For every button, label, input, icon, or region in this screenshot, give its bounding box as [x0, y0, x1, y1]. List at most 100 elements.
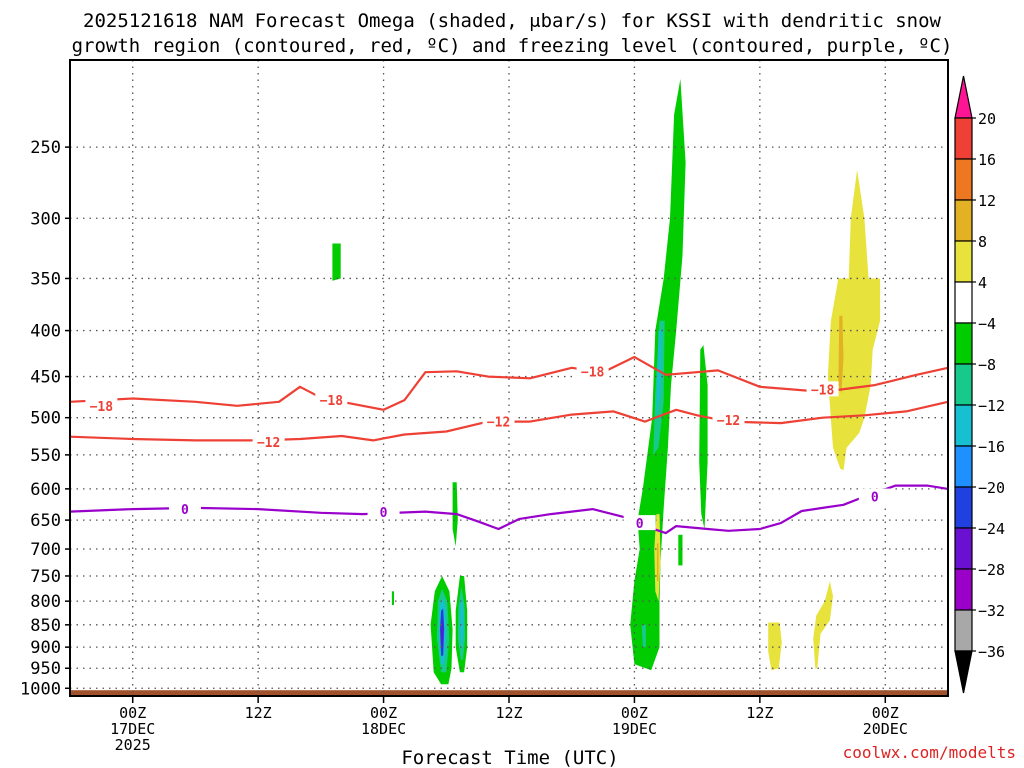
- terrain: [70, 690, 948, 696]
- omega-region-green-350: [332, 243, 341, 281]
- contour-label-dgz-bottom: −12: [257, 436, 280, 451]
- y-tick-label: 600: [30, 480, 61, 500]
- y-tick-label: 650: [30, 511, 61, 531]
- colorbar-label: −36: [978, 643, 1005, 661]
- y-tick-label: 300: [30, 209, 61, 229]
- omega-region-teal-base-19dec: [641, 624, 646, 648]
- terrain-strip: [70, 690, 948, 696]
- y-tick-label: 750: [30, 567, 61, 587]
- colorbar-label: −28: [978, 561, 1005, 579]
- y-tick-label: 350: [30, 269, 61, 289]
- colorbar-box: [954, 445, 973, 488]
- y-tick-label: 400: [30, 322, 61, 342]
- colorbar-label: −12: [978, 397, 1005, 415]
- x-tick-label: 12Z: [495, 704, 522, 722]
- x-tick-label: 20DEC: [863, 720, 908, 738]
- y-tick-label: 550: [30, 446, 61, 466]
- contour-label-bg: [85, 397, 118, 413]
- contour-label-freezing-level: 0: [380, 506, 388, 521]
- colorbar-box: [954, 363, 973, 406]
- omega-region-green-blob-700: [678, 534, 683, 566]
- chart-title: 2025121618 NAM Forecast Omega (shaded, μ…: [72, 10, 953, 57]
- omega-region-green-dot-800: [391, 591, 394, 605]
- colorbar-label: 8: [978, 233, 987, 251]
- contour-label-dgz-top: −18: [811, 383, 835, 398]
- x-tick-label: 12Z: [746, 704, 773, 722]
- contour-label-bg: [252, 433, 285, 449]
- colorbar-label: 16: [978, 151, 996, 169]
- contour-label-bg: [315, 392, 348, 408]
- colorbar-box: [954, 199, 973, 242]
- colorbar-box: [954, 281, 973, 324]
- colorbar-box: [954, 486, 973, 529]
- contour-label-bg: [712, 412, 745, 428]
- omega-region-cyan-lowcell2: [459, 596, 464, 648]
- omega-region-cyan-tower-19dec: [656, 330, 662, 418]
- y-tick-label: 950: [30, 659, 61, 679]
- omega-region-green-column-61h: [699, 345, 708, 529]
- contour-label-dgz-top: −18: [320, 394, 344, 409]
- x-tick-label: 00Z: [621, 704, 648, 722]
- colorbar-label: −8: [978, 356, 996, 374]
- omega-region-yellow-low-1: [768, 622, 782, 671]
- contours: 0 0 0 0 −18 −18 −18 −18 −12 −12 −12: [69, 355, 949, 535]
- contour-label-freezing-level: 0: [181, 503, 189, 518]
- colorbar-label: 4: [978, 274, 987, 292]
- x-tick-label: 17DEC: [110, 720, 155, 738]
- x-tick-label: 19DEC: [612, 720, 657, 738]
- contour-dgz-top: [69, 355, 949, 411]
- x-tick-label: 2025: [115, 736, 151, 754]
- colorbar-arrow-top: [954, 75, 973, 119]
- contour-label-bg: [806, 381, 839, 397]
- colorbar-label: 20: [978, 110, 996, 128]
- omega-region-orange-column-20dec: [838, 315, 844, 394]
- contour-label-bg: [168, 501, 201, 517]
- colorbar-label: −32: [978, 602, 1005, 620]
- contour-label-bg: [858, 488, 891, 504]
- contour-label-bg: [482, 413, 515, 429]
- chart-title-line2: growth region (contoured, red, ºC) and f…: [72, 35, 953, 57]
- contour-label-freezing-level: 0: [636, 517, 644, 532]
- contour-label-dgz-bottom: −12: [487, 416, 510, 431]
- contour-label-bg: [623, 515, 656, 531]
- x-tick-label: 12Z: [245, 704, 272, 722]
- colorbar-label: 12: [978, 192, 996, 210]
- contour-label-dgz-top: −18: [90, 400, 114, 415]
- y-tick-label: 500: [30, 409, 61, 429]
- colorbar-box: [954, 158, 973, 201]
- colorbar: 20 16 12 8 4 −4 −8 −12 −16 −20 −24 −28 −32 −36: [954, 75, 1005, 694]
- contour-label-freezing-level: 0: [871, 491, 879, 506]
- contour-label-bg: [367, 504, 400, 520]
- omega-region-purple-lowcell1: [441, 615, 444, 650]
- y-tick-label: 250: [30, 138, 61, 158]
- y-tick-label: 900: [30, 638, 61, 658]
- contour-label-dgz-top: −18: [581, 365, 605, 380]
- x-tick-label: 00Z: [370, 704, 397, 722]
- contour-label-bg: [576, 363, 609, 379]
- colorbar-arrow-bottom: [954, 650, 973, 694]
- x-axis-label: Forecast Time (UTC): [401, 747, 618, 768]
- y-axis: 2503003504004505005506006507007508008509…: [20, 138, 70, 699]
- y-tick-label: 1000: [20, 679, 61, 699]
- y-tick-label: 850: [30, 616, 61, 636]
- colorbar-box: [954, 568, 973, 611]
- colorbar-label: −4: [978, 315, 996, 333]
- colorbar-box: [954, 527, 973, 570]
- contour-label-dgz-bottom: −12: [717, 414, 740, 429]
- colorbar-label: −20: [978, 479, 1005, 497]
- x-tick-label: 00Z: [119, 704, 146, 722]
- colorbar-box: [954, 117, 973, 160]
- y-tick-label: 700: [30, 540, 61, 560]
- y-tick-label: 450: [30, 368, 61, 388]
- colorbar-label: −24: [978, 520, 1005, 538]
- colorbar-box: [954, 404, 973, 447]
- colorbar-box: [954, 240, 973, 283]
- x-tick-label: 18DEC: [361, 720, 406, 738]
- x-tick-label: 00Z: [872, 704, 899, 722]
- colorbar-box: [954, 322, 973, 365]
- y-tick-label: 800: [30, 592, 61, 612]
- omega-region-yellow-column-20dec: [827, 169, 881, 471]
- omega-region-orange-19dec: [656, 543, 659, 582]
- colorbar-box: [954, 609, 973, 652]
